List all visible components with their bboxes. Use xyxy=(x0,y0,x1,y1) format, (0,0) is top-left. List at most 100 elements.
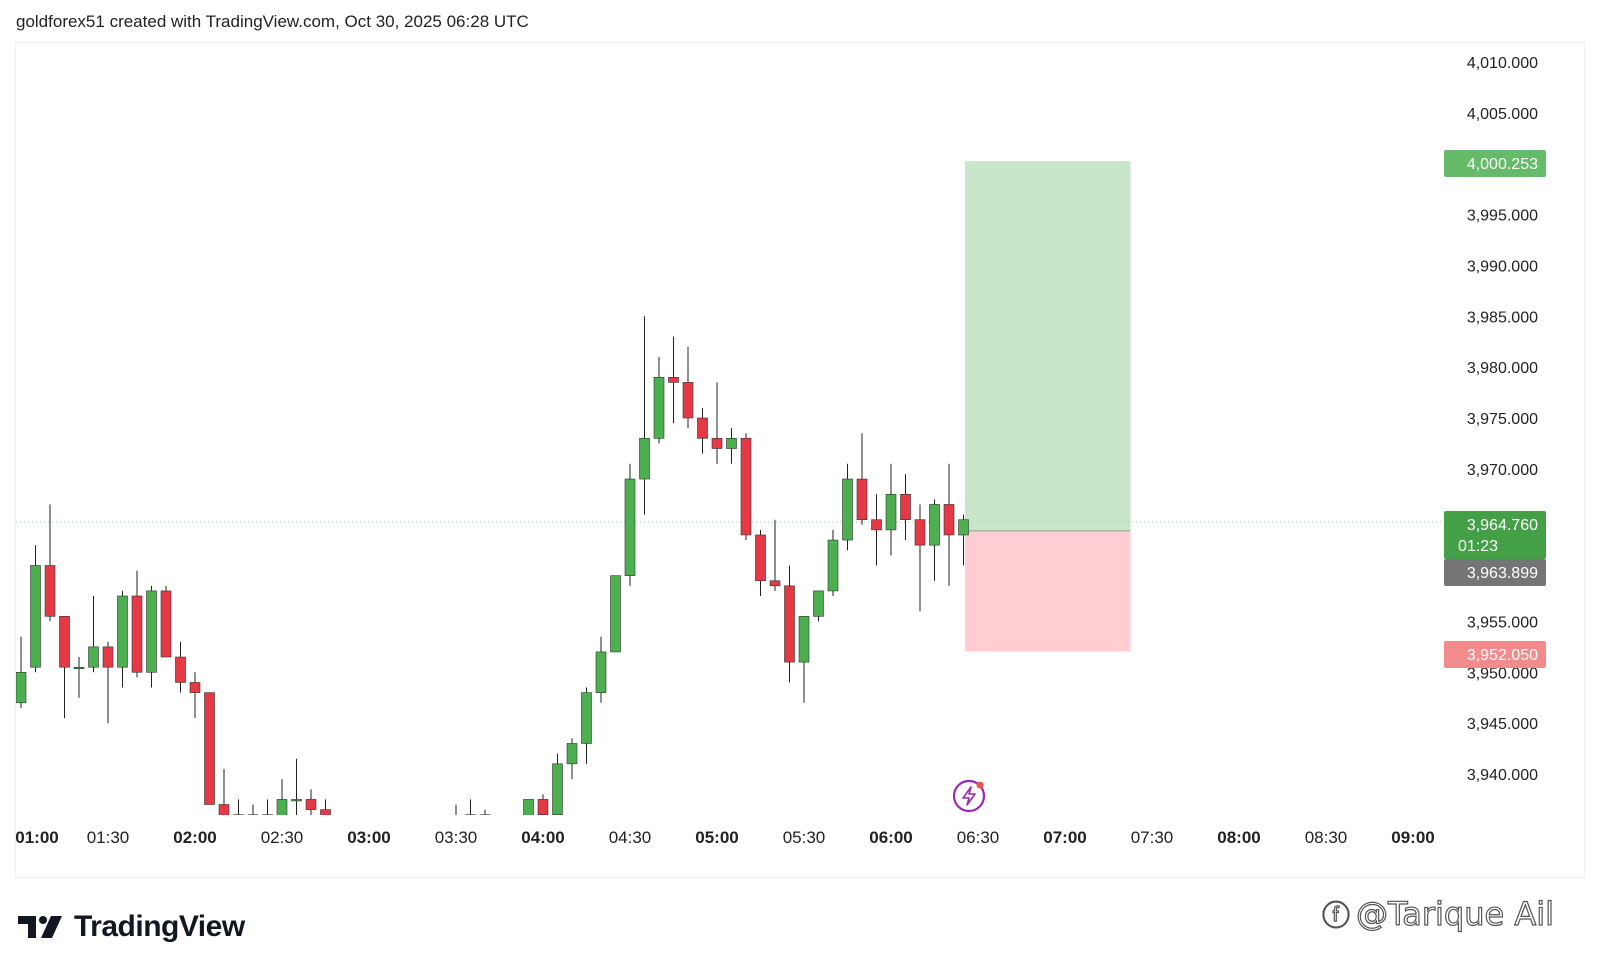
candle-body-up xyxy=(233,814,244,815)
loss-zone[interactable] xyxy=(965,530,1131,652)
candle xyxy=(552,753,563,815)
candle-body-up xyxy=(73,666,85,670)
time-tick-label: 05:30 xyxy=(783,828,826,847)
candle xyxy=(218,768,230,815)
candle-body-up xyxy=(146,590,157,673)
candle xyxy=(856,433,868,525)
candle xyxy=(276,779,288,815)
time-tick-label: 08:00 xyxy=(1217,828,1260,847)
time-tick-label: 06:30 xyxy=(957,828,1000,847)
time-tick-label: 01:00 xyxy=(15,828,58,847)
candle-body-down xyxy=(697,417,708,439)
candle xyxy=(668,336,679,424)
candle xyxy=(682,346,694,429)
current-price-tag-bg xyxy=(1444,511,1546,559)
candle xyxy=(146,585,157,688)
time-tick-label: 03:00 xyxy=(347,828,390,847)
candle-body-down xyxy=(131,595,143,673)
candle-body-down xyxy=(204,692,215,805)
candle xyxy=(900,473,911,541)
bar-countdown-tag: 01:23 xyxy=(1458,538,1498,555)
candle xyxy=(740,433,752,541)
candle xyxy=(914,504,926,612)
time-tick-label: 03:30 xyxy=(435,828,478,847)
candle-body-up xyxy=(566,743,578,765)
candle xyxy=(160,585,172,658)
watermark: ⓕ @Tarique Ail xyxy=(1321,894,1554,934)
candle-body-up xyxy=(726,438,737,449)
candle-body-down xyxy=(784,585,795,663)
candle xyxy=(827,529,839,596)
candle xyxy=(117,590,128,688)
candle-body-up xyxy=(595,651,607,693)
candle xyxy=(943,463,955,586)
candle xyxy=(958,514,969,566)
candle-body-up xyxy=(451,820,461,825)
tradingview-logo-icon xyxy=(18,916,62,938)
candle-body-up xyxy=(624,478,636,576)
candle xyxy=(291,758,302,815)
time-tick-label: 09:00 xyxy=(1391,828,1434,847)
candle-body-up xyxy=(885,493,897,531)
price-tick-label: 4,005.000 xyxy=(1467,106,1538,123)
stop-price-tag-bg xyxy=(1444,641,1546,668)
stop-price-tag: 3,952.050 xyxy=(1467,647,1538,664)
candle xyxy=(479,809,491,815)
price-tick-label: 3,940.000 xyxy=(1467,767,1538,784)
time-axis[interactable]: 01:00 01:30 02:00 02:30 03:00 03:30 04:00 04:30… xyxy=(15,828,1434,847)
time-tick-label: 07:00 xyxy=(1043,828,1086,847)
watermark-text: @Tarique Ail xyxy=(1355,894,1554,933)
candle-body-up xyxy=(842,478,853,541)
candle-body-down xyxy=(769,580,781,587)
candle xyxy=(842,463,853,551)
candle xyxy=(523,799,534,815)
candle xyxy=(509,820,519,827)
candle xyxy=(189,672,201,719)
candle xyxy=(755,529,766,596)
candle-body-up xyxy=(639,438,650,480)
candle xyxy=(813,590,824,622)
time-tick-label: 06:00 xyxy=(869,828,912,847)
candle-body-up xyxy=(465,814,476,815)
time-tick-label: 08:30 xyxy=(1305,828,1348,847)
candle xyxy=(262,799,273,815)
price-tick-label: 3,990.000 xyxy=(1467,258,1538,275)
candle xyxy=(175,641,186,693)
target-price-tag-bg xyxy=(1444,150,1546,177)
time-tick-label: 02:30 xyxy=(261,828,304,847)
entry-price-tag: 3,963.899 xyxy=(1467,565,1538,582)
candle-body-down xyxy=(900,493,911,521)
candle-body-down xyxy=(914,519,926,546)
tradingview-logo-text: TradingView xyxy=(74,910,245,943)
candle xyxy=(451,804,461,825)
price-tick-label: 3,950.000 xyxy=(1467,665,1538,682)
candle-body-down xyxy=(943,504,955,536)
candle-body-down xyxy=(682,382,694,419)
time-tick-label: 07:30 xyxy=(1131,828,1174,847)
candle-body-down xyxy=(218,804,230,815)
long-position-tool[interactable] xyxy=(965,161,1131,652)
candle xyxy=(73,657,85,698)
profit-zone[interactable] xyxy=(965,161,1131,531)
candle xyxy=(305,789,317,815)
price-axis[interactable]: 4,010.000 4,005.000 3,995.000 3,990.000 3,98… xyxy=(1467,55,1538,784)
candle-body-down xyxy=(537,799,549,815)
candle xyxy=(204,692,215,805)
candle-body-up xyxy=(276,799,288,815)
candle xyxy=(653,356,665,444)
candle xyxy=(885,463,897,556)
candle xyxy=(639,316,650,515)
current-price-tag: 3,964.760 xyxy=(1467,517,1538,534)
candles-layer xyxy=(16,316,969,827)
candle-body-down xyxy=(175,656,186,683)
lightning-icon[interactable] xyxy=(952,779,986,813)
entry-price-tag-bg xyxy=(1444,559,1546,586)
candle xyxy=(784,565,795,683)
candle-body-up xyxy=(247,814,259,815)
candle-body-up xyxy=(291,799,302,802)
candle-body-up xyxy=(88,646,99,668)
tradingview-logo[interactable]: TradingView xyxy=(18,910,245,944)
candle xyxy=(595,636,607,703)
candle-body-up xyxy=(798,616,810,663)
